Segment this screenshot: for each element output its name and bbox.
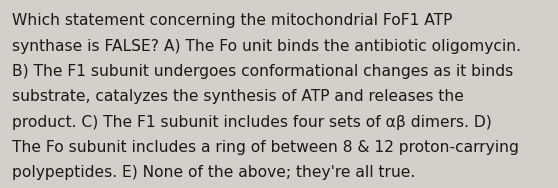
Text: The Fo subunit includes a ring of between 8 & 12 proton-carrying: The Fo subunit includes a ring of betwee… bbox=[12, 140, 519, 155]
Text: product. C) The F1 subunit includes four sets of αβ dimers. D): product. C) The F1 subunit includes four… bbox=[12, 115, 492, 130]
Text: Which statement concerning the mitochondrial FoF1 ATP: Which statement concerning the mitochond… bbox=[12, 13, 453, 28]
Text: synthase is FALSE? A) The Fo unit binds the antibiotic oligomycin.: synthase is FALSE? A) The Fo unit binds … bbox=[12, 39, 521, 54]
Text: substrate, catalyzes the synthesis of ATP and releases the: substrate, catalyzes the synthesis of AT… bbox=[12, 89, 464, 104]
Text: B) The F1 subunit undergoes conformational changes as it binds: B) The F1 subunit undergoes conformation… bbox=[12, 64, 513, 79]
Text: polypeptides. E) None of the above; they're all true.: polypeptides. E) None of the above; they… bbox=[12, 165, 416, 180]
